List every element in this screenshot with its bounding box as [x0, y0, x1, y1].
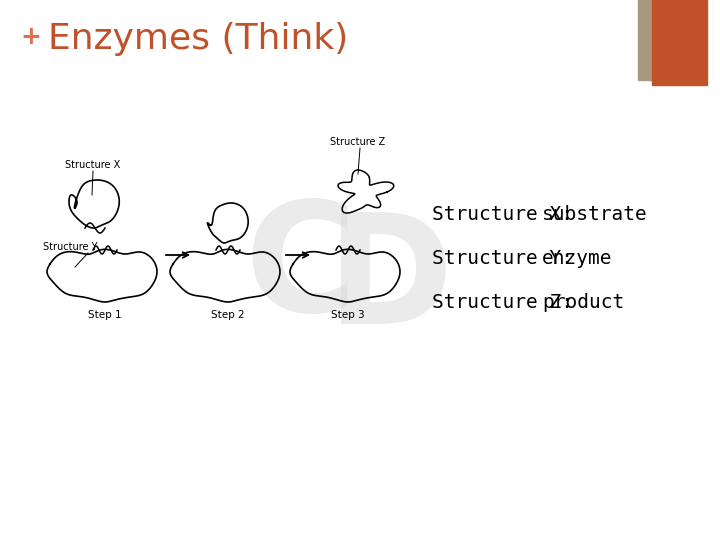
Text: Step 3: Step 3	[331, 310, 365, 320]
Text: substrate: substrate	[542, 206, 648, 225]
Text: D: D	[327, 207, 454, 356]
Text: Structure Y: Structure Y	[43, 242, 97, 252]
Text: Structure Z: Structure Z	[330, 137, 385, 147]
Text: +: +	[20, 25, 41, 49]
Text: Structure Z:: Structure Z:	[432, 293, 573, 312]
Text: Step 2: Step 2	[211, 310, 245, 320]
Text: Structure Y:: Structure Y:	[432, 248, 573, 267]
Text: Structure X: Structure X	[65, 160, 120, 170]
Bar	[638, 0, 652, 80]
Text: Enzymes (Think): Enzymes (Think)	[48, 22, 348, 56]
Text: Step 1: Step 1	[88, 310, 122, 320]
Text: C: C	[244, 195, 356, 345]
Text: Structure X:: Structure X:	[432, 206, 573, 225]
Text: product: product	[542, 293, 624, 312]
Bar	[652, 0, 707, 85]
Text: enzyme: enzyme	[542, 248, 613, 267]
